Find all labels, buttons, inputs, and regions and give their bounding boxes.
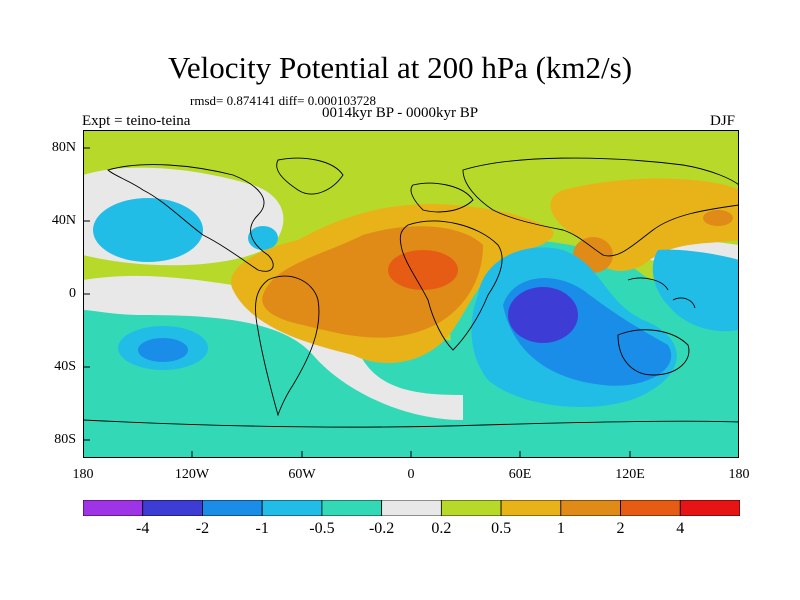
- x-tick-label: 0: [407, 467, 415, 482]
- season-label: DJF: [710, 113, 736, 129]
- y-tick-label: 80N: [51, 140, 76, 155]
- y-tick-label: 80S: [54, 432, 76, 447]
- stats-label: rmsd= 0.874141 diff= 0.000103728: [190, 93, 376, 108]
- y-tick-label: 0: [69, 286, 76, 301]
- colorbar-swatch: [381, 500, 442, 516]
- colorbar-label: -0.5: [309, 520, 335, 537]
- colorbar-swatch: [321, 500, 383, 516]
- coastlines: [83, 157, 739, 428]
- colorbar-swatch: [202, 500, 263, 516]
- colorbar-label: 0.2: [431, 520, 452, 537]
- period-label: 0014kyr BP - 0000kyr BP: [322, 105, 479, 121]
- colorbar-swatch: [261, 500, 323, 516]
- colorbar-swatch: [500, 500, 562, 516]
- colorbar-swatch: [620, 500, 681, 516]
- x-tick-label: 60W: [288, 467, 316, 482]
- colorbar-label: 1: [556, 520, 565, 537]
- colorbar-label: 0.5: [491, 520, 512, 537]
- colorbar-swatch: [679, 500, 740, 516]
- colorbar-label: 2: [616, 520, 625, 537]
- x-tick-label: 60E: [508, 467, 532, 482]
- colorbar-swatch: [440, 500, 502, 516]
- x-tick-label: 180: [72, 467, 94, 482]
- contour-west-pacific: [652, 249, 739, 332]
- contour-near-zero-1: [83, 275, 463, 420]
- contour-north-pacific: [93, 198, 203, 262]
- colorbar-label: -0.2: [368, 520, 395, 537]
- colorbar: [83, 500, 740, 516]
- velocity-potential-map: [83, 130, 739, 458]
- x-tick-label: 120E: [615, 467, 645, 482]
- experiment-label: Expt = teino-teina: [82, 113, 191, 129]
- colorbar-label: 4: [676, 520, 685, 537]
- contour-pos-pacific-core: [703, 210, 733, 226]
- contour-south-pacific-core: [138, 338, 188, 362]
- colorbar-label: -2: [195, 520, 210, 537]
- contour-pos-africa-max: [388, 250, 458, 290]
- colorbar-swatch: [560, 500, 621, 516]
- colorbar-label: -1: [255, 520, 269, 537]
- colorbar-swatch: [83, 500, 144, 516]
- y-tick-label: 40S: [54, 359, 76, 374]
- figure-title: Velocity Potential at 200 hPa (km2/s): [167, 50, 633, 85]
- colorbar-label: -4: [136, 520, 150, 537]
- contour-indian-min: [508, 287, 578, 343]
- colorbar-swatch: [142, 500, 203, 516]
- x-tick-label: 120W: [174, 467, 210, 482]
- y-tick-label: 40N: [51, 213, 76, 228]
- x-tick-label: 180: [728, 467, 750, 482]
